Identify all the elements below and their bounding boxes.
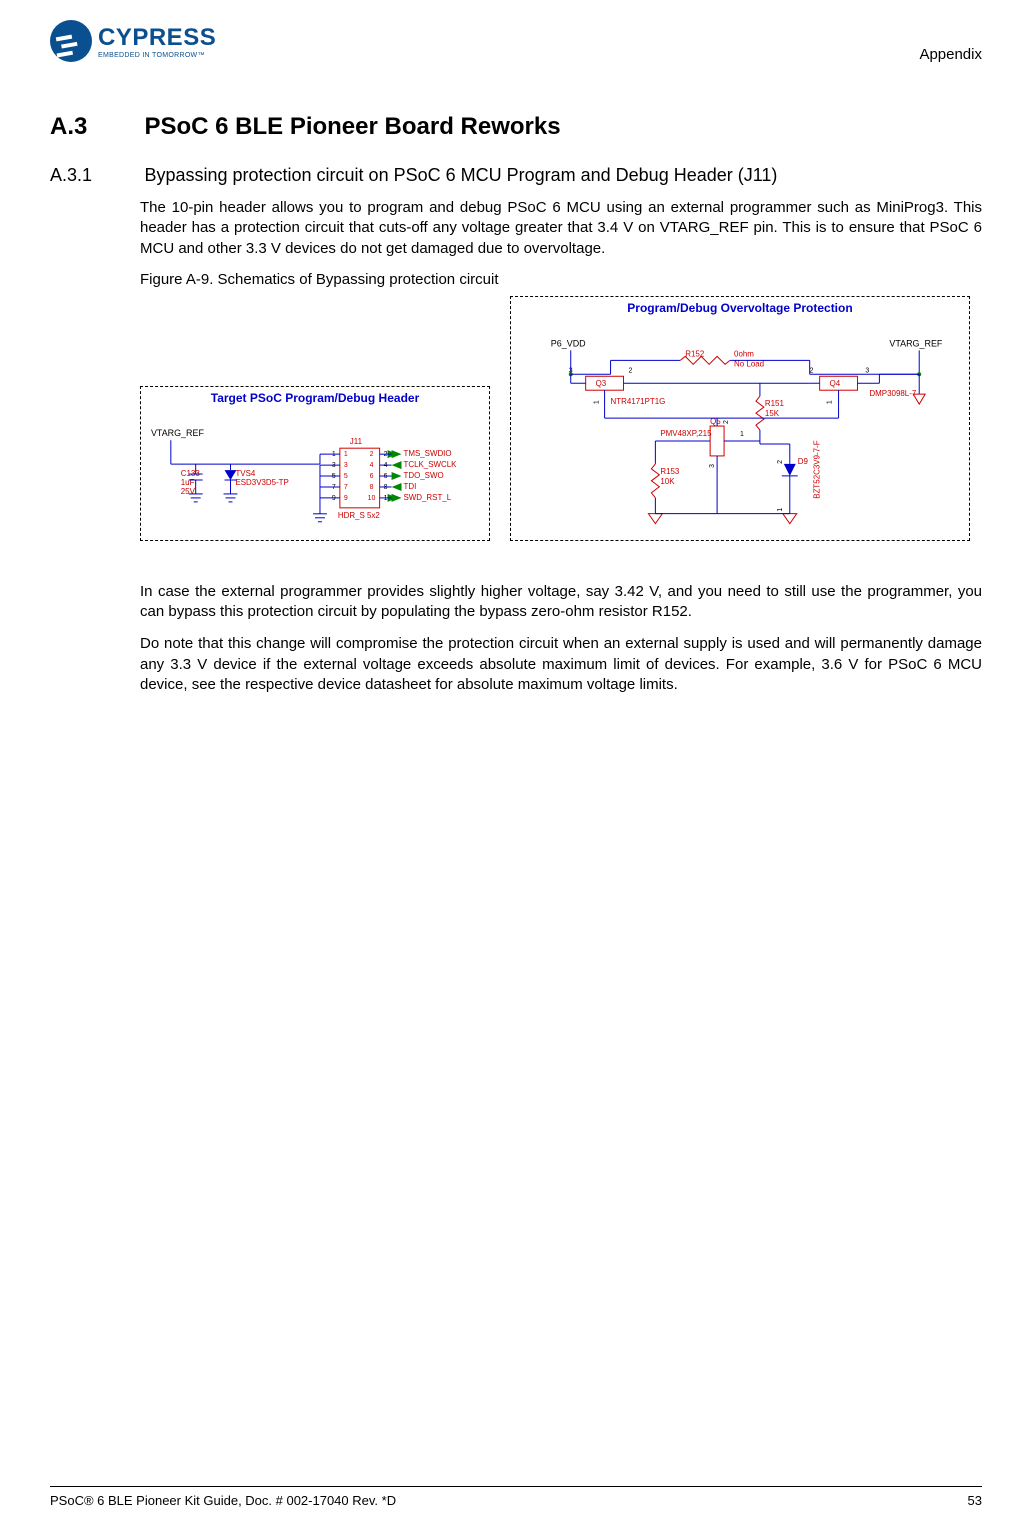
q5-part: PMV48XP,215 (660, 429, 712, 438)
schematic-figure: Target PSoC Program/Debug Header VTARG_R… (140, 296, 970, 566)
section-heading: A.3 PSoC 6 BLE Pioneer Board Reworks (50, 113, 982, 141)
svg-text:2: 2 (370, 451, 374, 458)
brand-tagline: EMBEDDED IN TOMORROW™ (98, 52, 216, 59)
q4-ref: Q4 (830, 379, 841, 388)
r151-val: 15K (765, 409, 780, 418)
d9-part: BZT52C3V9-7-F (813, 440, 822, 498)
c133-val1: 1uF (181, 478, 195, 487)
svg-text:TMS_SWDIO: TMS_SWDIO (403, 449, 451, 458)
schematic-right-title: Program/Debug Overvoltage Protection (511, 301, 969, 315)
r153-ref: R153 (660, 467, 680, 476)
svg-text:TDO_SWO: TDO_SWO (403, 471, 443, 480)
cypress-logo-icon (50, 20, 92, 62)
q3-part: NTR4171PT1G (611, 397, 666, 406)
svg-text:2: 2 (628, 367, 632, 374)
tvs4-ref: TVS4 (235, 469, 255, 478)
svg-text:2: 2 (777, 460, 784, 464)
section-number: A.3 (50, 113, 140, 141)
svg-text:10: 10 (368, 495, 376, 502)
svg-text:1: 1 (594, 400, 601, 404)
schematic-left-title: Target PSoC Program/Debug Header (141, 391, 489, 405)
svg-text:TDI: TDI (403, 482, 416, 491)
vtarg-right-label: VTARG_REF (889, 338, 943, 348)
svg-text:1: 1 (827, 400, 834, 404)
svg-text:5: 5 (344, 473, 348, 480)
svg-text:3: 3 (344, 462, 348, 469)
paragraph-3: Do note that this change will compromise… (140, 634, 982, 695)
header-section-label: Appendix (919, 46, 982, 63)
tvs4-part: ESD3V3D5-TP (235, 478, 288, 487)
subsection-title: Bypassing protection circuit on PSoC 6 M… (144, 165, 964, 186)
c133-ref: C133 (181, 469, 201, 478)
svg-text:7: 7 (344, 484, 348, 491)
r153-val: 10K (660, 477, 675, 486)
schematic-left-svg: VTARG_REF C133 1uF 25V TVS4 ESD3V3D5-TP (141, 405, 489, 558)
svg-text:TCLK_SWCLK: TCLK_SWCLK (403, 460, 457, 469)
footer-doc-id: PSoC® 6 BLE Pioneer Kit Guide, Doc. # 00… (50, 1493, 396, 1508)
svg-text:1: 1 (777, 507, 784, 511)
j11-ref: J11 (350, 437, 363, 446)
paragraph-1: The 10-pin header allows you to program … (140, 198, 982, 259)
section-title: PSoC 6 BLE Pioneer Board Reworks (144, 113, 560, 140)
footer-page-number: 53 (968, 1493, 982, 1508)
svg-text:8: 8 (370, 484, 374, 491)
r151-ref: R151 (765, 399, 785, 408)
svg-text:4: 4 (370, 462, 374, 469)
schematic-right-box: Program/Debug Overvoltage Protection P6_… (510, 296, 970, 541)
svg-text:1: 1 (740, 431, 744, 438)
schematic-left-box: Target PSoC Program/Debug Header VTARG_R… (140, 386, 490, 541)
q4-part: DMP3098L-7 (869, 389, 916, 398)
svg-text:3: 3 (569, 367, 573, 374)
hdr-label: HDR_S 5x2 (338, 511, 380, 520)
svg-text:9: 9 (344, 495, 348, 502)
svg-text:2: 2 (810, 367, 814, 374)
d9-ref: D9 (798, 457, 809, 466)
brand-logo: CYPRESS EMBEDDED IN TOMORROW™ (50, 20, 216, 62)
subsection-number: A.3.1 (50, 165, 140, 186)
subsection-heading: A.3.1 Bypassing protection circuit on PS… (50, 165, 982, 186)
svg-text:SWD_RST_L: SWD_RST_L (403, 493, 451, 502)
p6vdd-label: P6_VDD (551, 338, 586, 348)
svg-text:1: 1 (344, 451, 348, 458)
doc-header: CYPRESS EMBEDDED IN TOMORROW™ Appendix (50, 20, 982, 63)
figure-caption: Figure A-9. Schematics of Bypassing prot… (140, 271, 982, 288)
svg-text:3: 3 (709, 464, 716, 468)
svg-text:2: 2 (723, 420, 730, 424)
svg-text:3: 3 (865, 367, 869, 374)
svg-text:6: 6 (370, 473, 374, 480)
vtarg-label: VTARG_REF (151, 428, 205, 438)
schematic-right-svg: P6_VDD VTARG_REF R152 0ohm No Load (511, 315, 969, 558)
brand-name: CYPRESS (98, 24, 216, 52)
paragraph-2: In case the external programmer provides… (140, 582, 982, 623)
r152-val: 0ohm (734, 349, 754, 358)
q3-ref: Q3 (596, 379, 607, 388)
page-footer: PSoC® 6 BLE Pioneer Kit Guide, Doc. # 00… (50, 1486, 982, 1508)
c133-val2: 25V (181, 487, 196, 496)
